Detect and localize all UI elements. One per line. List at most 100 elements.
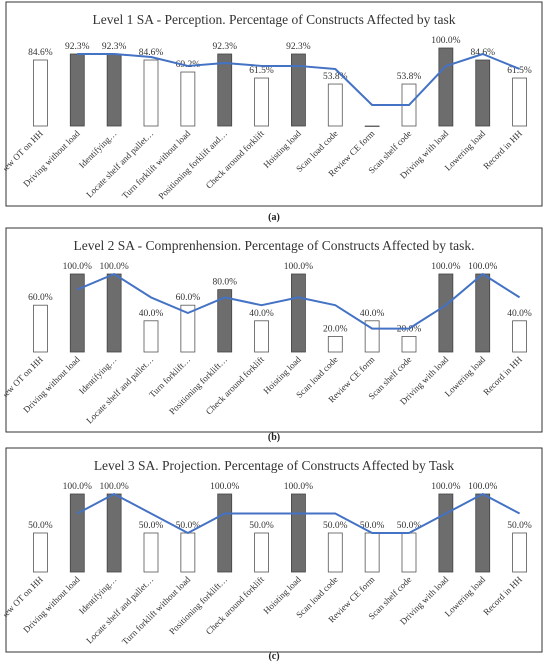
data-label: 100.0%	[63, 262, 92, 272]
data-label: 100.0%	[431, 262, 460, 272]
trend-line	[76, 493, 521, 534]
data-label: 100.0%	[284, 262, 313, 272]
bar	[254, 77, 269, 127]
data-label: 92.3%	[102, 42, 127, 52]
chart-frame	[5, 447, 543, 653]
data-label: 100.0%	[468, 262, 497, 272]
panel-label-b: (b)	[267, 432, 281, 443]
data-label: 100.0%	[431, 482, 460, 492]
category-tick-label: Turn forklift without load	[120, 574, 193, 647]
panel-label-a: (a)	[268, 212, 280, 223]
bar	[69, 273, 85, 353]
chart-frame	[5, 1, 543, 207]
data-label: 100.0%	[468, 482, 497, 492]
data-label: 50.0%	[249, 521, 274, 531]
data-label: 100.0%	[284, 482, 313, 492]
bar	[438, 273, 454, 353]
bar	[254, 532, 269, 573]
data-label: 61.5%	[507, 66, 532, 76]
data-label: 100.0%	[431, 36, 460, 46]
chart-panel-level-3: Level 3 SA. Projection. Percentage of Co…	[4, 446, 544, 654]
data-label: 50.0%	[323, 521, 348, 531]
chart-panel-level-2: Level 2 SA - Comprenhension. Percentage …	[4, 226, 544, 434]
bar	[106, 273, 122, 353]
category-tick-label: Positioning forklift and…	[156, 128, 229, 201]
data-label: 80.0%	[212, 278, 237, 288]
data-label: 50.0%	[507, 521, 532, 531]
category-tick-label: Turn forklift without load	[120, 128, 193, 201]
bar	[401, 532, 417, 573]
bar	[364, 125, 380, 127]
chart-title: Level 2 SA - Comprenhension. Percentage …	[74, 238, 475, 253]
data-label: 92.3%	[212, 42, 237, 52]
category-tick-label: Record in HH	[481, 354, 524, 397]
category-tick-label: Locate shelf and pallet…	[84, 574, 155, 645]
bar	[143, 59, 159, 127]
bar	[291, 53, 306, 127]
data-label: 100.0%	[99, 262, 128, 272]
bar	[180, 71, 196, 127]
data-label: 20.0%	[323, 324, 348, 334]
data-label: 60.0%	[176, 293, 201, 303]
panel-label-c: (c)	[268, 651, 280, 662]
bar	[217, 289, 233, 353]
data-label: 92.3%	[65, 42, 90, 52]
data-label: 40.0%	[507, 309, 532, 319]
bar	[512, 532, 527, 573]
bar	[438, 493, 454, 573]
bar	[291, 273, 306, 353]
data-label: 100.0%	[63, 482, 92, 492]
data-label: 50.0%	[360, 521, 385, 531]
bar	[69, 493, 85, 573]
bar	[364, 532, 380, 573]
chart-svg-0: Level 1 SA - Perception. Percentage of C…	[4, 1, 543, 207]
bar	[69, 53, 85, 127]
bar	[327, 83, 343, 127]
data-label: 40.0%	[360, 309, 385, 319]
data-label: 53.8%	[397, 72, 422, 82]
chart-svg-1: Level 2 SA - Comprenhension. Percentage …	[4, 227, 543, 433]
data-label: 50.0%	[176, 521, 201, 531]
data-label: 84.6%	[28, 48, 53, 58]
chart-panel-level-1: Level 1 SA - Perception. Percentage of C…	[4, 0, 544, 208]
chart-svg-2: Level 3 SA. Projection. Percentage of Co…	[4, 447, 543, 653]
bar	[438, 47, 454, 127]
chart-title: Level 1 SA - Perception. Percentage of C…	[92, 12, 455, 27]
data-label: 50.0%	[397, 521, 422, 531]
bar	[33, 532, 48, 573]
bar	[327, 336, 343, 353]
category-tick-label: Record in HH	[481, 128, 524, 171]
data-label: 40.0%	[139, 309, 164, 319]
category-tick-label: Record in HH	[481, 574, 524, 617]
bar	[106, 53, 122, 127]
category-tick-label: Locate shelf and pallet…	[84, 128, 155, 199]
bar	[180, 532, 196, 573]
data-label: 50.0%	[28, 521, 53, 531]
bar	[327, 532, 343, 573]
chart-frame	[5, 227, 543, 433]
category-tick-label: Locate shelf and pallet…	[84, 354, 155, 425]
data-label: 60.0%	[28, 293, 53, 303]
data-label: 92.3%	[286, 42, 311, 52]
bar	[143, 532, 159, 573]
bar	[291, 493, 306, 573]
bar	[33, 304, 48, 353]
bar	[143, 320, 159, 353]
data-label: 40.0%	[249, 309, 274, 319]
trend-line	[76, 273, 521, 330]
data-label: 61.5%	[249, 66, 274, 76]
bar	[254, 320, 269, 353]
data-label: 84.6%	[139, 48, 164, 58]
data-label: 50.0%	[139, 521, 164, 531]
bar	[475, 493, 491, 573]
bar	[512, 320, 527, 353]
bar	[475, 273, 491, 353]
bar	[33, 59, 48, 127]
data-label: 53.8%	[323, 72, 348, 82]
trend-line	[77, 53, 520, 107]
bar	[475, 59, 491, 127]
bar	[106, 493, 122, 573]
chart-title: Level 3 SA. Projection. Percentage of Co…	[94, 458, 455, 473]
bar	[401, 336, 417, 353]
bar	[217, 53, 233, 127]
